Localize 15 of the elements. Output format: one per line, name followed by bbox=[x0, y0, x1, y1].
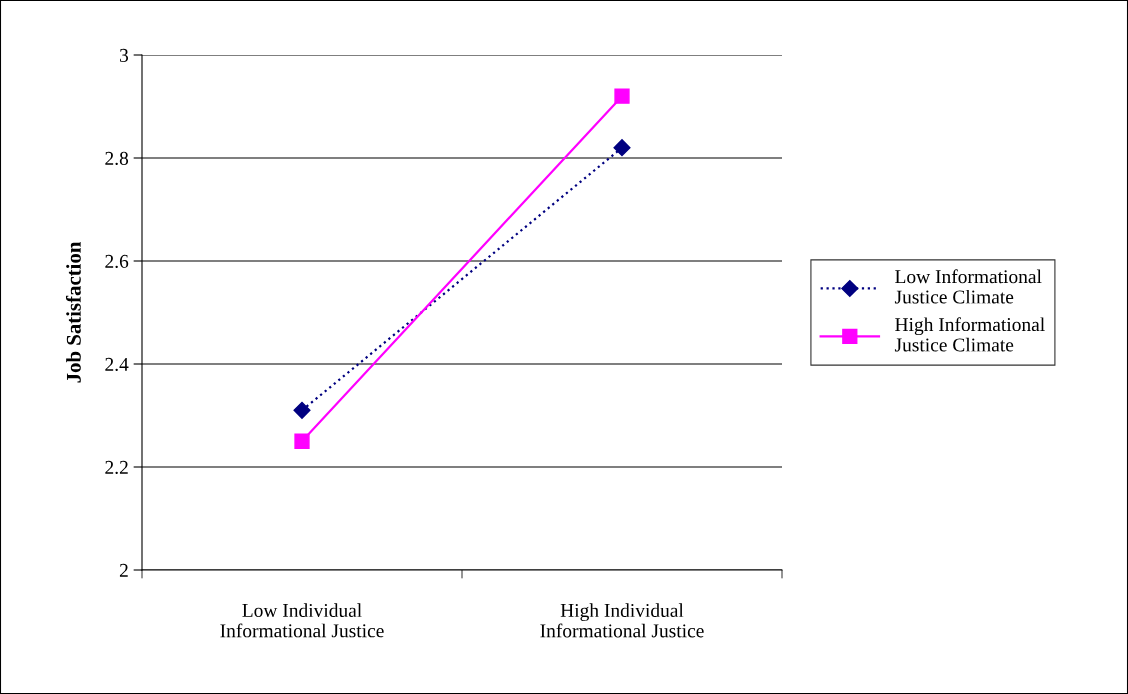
legend-label: High Informational Justice Climate bbox=[894, 317, 1045, 352]
x-tick-label: High Individual Informational Justice bbox=[540, 603, 704, 638]
legend-label: Low Informational Justice Climate bbox=[894, 269, 1042, 304]
y-axis-title: Job Satisfaction bbox=[65, 241, 81, 383]
point bbox=[614, 88, 630, 104]
x-tick-label: Low Individual Informational Justice bbox=[220, 603, 384, 638]
y-tick-label: 2.2 bbox=[105, 460, 128, 475]
point bbox=[613, 139, 631, 157]
y-tick-label: 2 bbox=[119, 563, 128, 577]
y-tick-label: 3 bbox=[120, 48, 129, 62]
y-tick-label: 2.4 bbox=[105, 357, 129, 372]
point bbox=[294, 433, 310, 449]
point bbox=[293, 401, 311, 419]
y-tick-label: 2.6 bbox=[105, 254, 129, 269]
y-tick-label: 2.8 bbox=[105, 151, 129, 166]
